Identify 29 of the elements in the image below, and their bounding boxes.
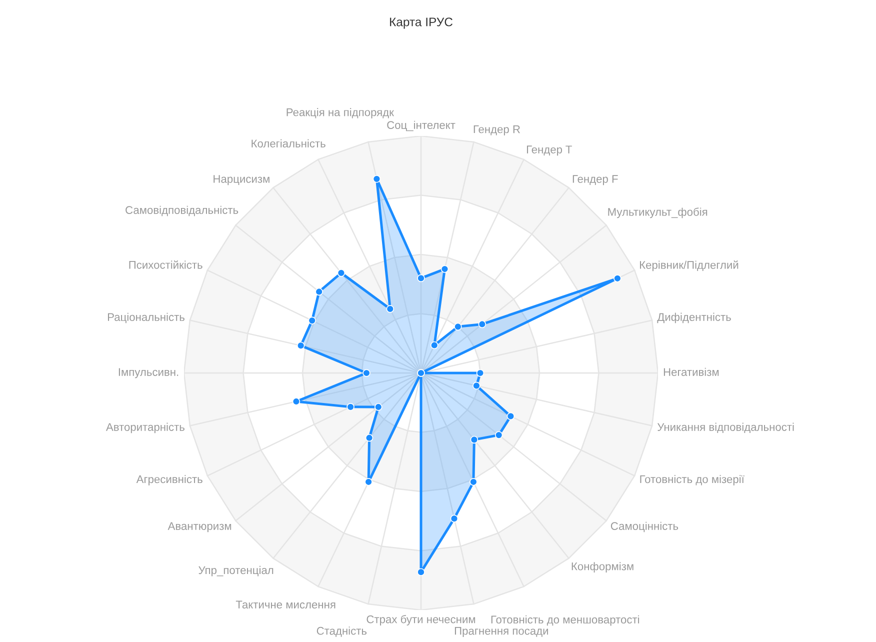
spoke-label: Готовність до мізерії [640,474,744,486]
spoke-label: Стадність [316,626,367,637]
spoke-label: Колегіальність [252,139,326,148]
spoke-label: Конформізм [572,562,634,572]
spoke-label: Авантюризм [168,522,232,532]
spoke-label: Реакція на підпорядк [286,108,394,118]
spoke-label: Дифідентність [657,312,731,324]
spoke-label: Упр_потенціал [198,566,274,576]
spoke-label: Соц_інтелект [387,120,456,132]
spoke-label: Гендер F [572,175,618,186]
spoke-label: Готовність до меншовартості [491,615,640,626]
spoke-label: Гендер T [526,146,572,156]
spoke-label: Мультикульт_фобія [608,208,708,218]
spoke-label: Страх бути нечесним [366,615,476,626]
spoke-label: Керівник/Підлеглий [640,260,738,272]
spoke-label: Уникання відповідальності [657,422,794,434]
spoke-label: Агресивність [136,474,202,486]
spoke-label: Негативізм [664,368,719,376]
spoke-label: Прагнення посади [454,627,548,637]
chart-title: Карта ІРУС [390,18,453,29]
spoke-label: Тактичне мислення [236,600,336,609]
spoke-label: Гендер R [474,125,520,136]
spoke-label: Авторитарність [106,422,184,434]
spoke-label: Психостійкість [129,260,202,269]
spoke-label: Імпульсивн. [118,368,178,378]
spoke-label: Раціональність [108,312,184,324]
spoke-label: Самовідповідальність [126,206,238,216]
spoke-label: Нарцисизм [214,175,270,186]
spoke-label: Самоцінність [610,522,678,532]
